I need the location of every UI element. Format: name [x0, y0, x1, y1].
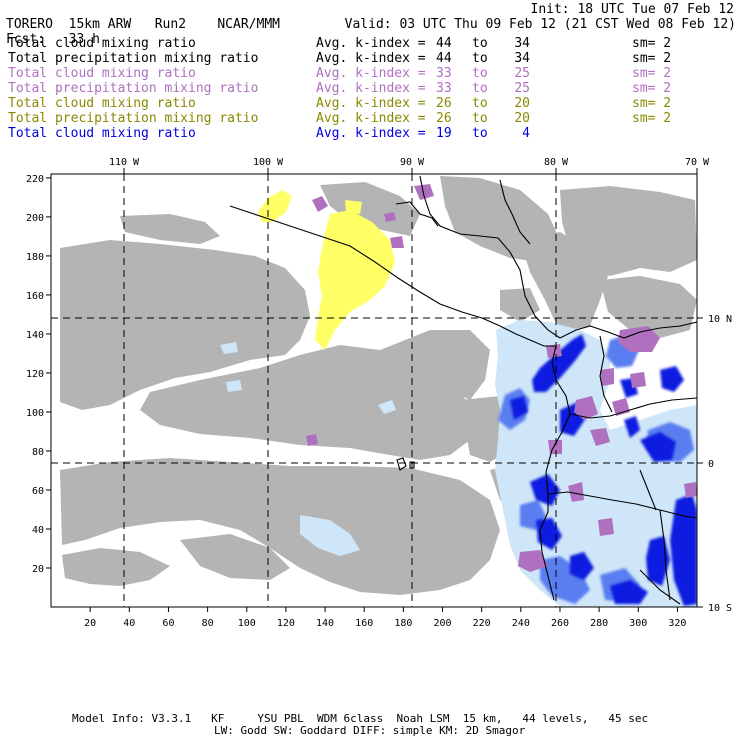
tick-marks: [46, 168, 703, 612]
legend-kindex-to: 4: [522, 126, 530, 141]
y-tick-label: 40: [32, 525, 44, 536]
run-label: Run2: [154, 17, 187, 32]
legend-smoothing: sm= 2: [632, 96, 672, 111]
model-resolution: 15km ARW: [68, 17, 132, 32]
valid-time: Valid: 03 UTC Thu 09 Feb 12 (21 CST Wed …: [344, 17, 736, 32]
legend-kindex-from: 26: [436, 111, 452, 126]
x-tick-label: 100: [238, 618, 256, 629]
x-tick-label: 20: [84, 618, 96, 629]
gray-cloud-layer: [60, 176, 697, 595]
x-tick-label: 40: [123, 618, 135, 629]
lat-tick-label: 10 N: [708, 314, 732, 325]
legend-kindex-to: 25: [514, 66, 530, 81]
legend-field: Total cloud mixing ratio: [8, 96, 196, 111]
legend-kindex-label: Avg. k-index =: [316, 126, 426, 141]
x-tick-label: 120: [277, 618, 295, 629]
tick-labels: 20 40 60 80 100 120 140 160 180 200 220 240 260 280 30…: [26, 157, 732, 629]
legend-kindex-label: Avg. k-index =: [316, 66, 426, 81]
x-tick-label: 80: [202, 618, 214, 629]
fcst-label: Fcst:: [6, 32, 46, 47]
y-tick-label: 220: [26, 174, 44, 185]
legend-kindex-label: Avg. k-index =: [316, 111, 426, 126]
x-tick-label: 260: [551, 618, 569, 629]
legend-field: Total precipitation mixing ratio: [8, 111, 259, 126]
x-tick-label: 180: [394, 618, 412, 629]
y-tick-label: 100: [26, 408, 44, 419]
plot-frame: [50, 173, 698, 608]
x-tick-label: 220: [473, 618, 491, 629]
legend-field: Total cloud mixing ratio: [8, 36, 196, 51]
header-model: TORERO 15km ARW Run2 NCAR/MMM: [6, 2, 280, 32]
init-time: Init: 18 UTC Tue 07 Feb 12: [530, 2, 735, 17]
legend-field: Total precipitation mixing ratio: [8, 81, 259, 96]
legend-kindex-from: 44: [436, 51, 452, 66]
lat-tick-label: 10 S: [708, 603, 732, 614]
lat-lon-grid: [51, 174, 697, 607]
y-tick-label: 200: [26, 213, 44, 224]
legend-kindex-from: 26: [436, 96, 452, 111]
forecast-hour: Fcst: 33 h: [6, 17, 100, 47]
y-tick-label: 80: [32, 447, 44, 458]
legend-kindex-from: 33: [436, 66, 452, 81]
lon-tick-label: 70 W: [685, 157, 710, 168]
plot-area: [51, 174, 697, 607]
y-tick-label: 160: [26, 291, 44, 302]
lat-tick-label: 0: [708, 459, 714, 470]
y-tick-label: 60: [32, 486, 44, 497]
coastlines: [229, 175, 697, 605]
fcst-value: 33 h: [68, 32, 100, 47]
legend-to-word: to: [472, 66, 488, 81]
lon-tick-label: 90 W: [400, 157, 425, 168]
lon-tick-label: 100 W: [253, 157, 284, 168]
footer-model-info: Model Info: V3.3.1 KF YSU PBL WDM 6class…: [72, 712, 649, 725]
legend-smoothing: sm= 2: [632, 51, 672, 66]
legend-smoothing: sm= 2: [632, 111, 672, 126]
legend-kindex-to: 25: [514, 81, 530, 96]
legend-to-word: to: [472, 126, 488, 141]
legend-field: Total cloud mixing ratio: [8, 66, 196, 81]
legend-field: Total cloud mixing ratio: [8, 126, 196, 141]
legend-smoothing: sm= 2: [632, 36, 672, 51]
lon-tick-label: 110 W: [109, 157, 140, 168]
legend-kindex-from: 19: [436, 126, 452, 141]
legend-smoothing: sm= 2: [632, 81, 672, 96]
org-label: NCAR/MMM: [217, 17, 280, 32]
x-tick-label: 300: [629, 618, 647, 629]
legend-kindex-label: Avg. k-index =: [316, 51, 426, 66]
x-tick-label: 160: [355, 618, 373, 629]
legend-to-word: to: [472, 36, 488, 51]
legend-kindex-label: Avg. k-index =: [316, 36, 426, 51]
y-tick-label: 180: [26, 252, 44, 263]
x-tick-label: 60: [162, 618, 174, 629]
legend-kindex-label: Avg. k-index =: [316, 81, 426, 96]
x-tick-label: 320: [668, 618, 686, 629]
lon-tick-label: 80 W: [544, 157, 569, 168]
x-tick-label: 140: [316, 618, 334, 629]
y-tick-label: 140: [26, 330, 44, 341]
legend-kindex-to: 34: [514, 36, 530, 51]
legend-field: Total precipitation mixing ratio: [8, 51, 259, 66]
purple-layer: [306, 184, 697, 572]
x-tick-label: 200: [433, 618, 451, 629]
footer-physics: LW: Godd SW: Goddard DIFF: simple KM: 2D…: [214, 724, 526, 737]
legend-kindex-to: 20: [514, 96, 530, 111]
legend-kindex-to: 20: [514, 111, 530, 126]
x-tick-label: 240: [512, 618, 530, 629]
legend-to-word: to: [472, 81, 488, 96]
y-tick-label: 120: [26, 369, 44, 380]
legend-kindex-from: 33: [436, 81, 452, 96]
model-name: TORERO: [6, 17, 53, 32]
legend-kindex-label: Avg. k-index =: [316, 96, 426, 111]
legend-kindex-from: 44: [436, 36, 452, 51]
legend-to-word: to: [472, 51, 488, 66]
x-tick-label: 280: [590, 618, 608, 629]
legend-smoothing: sm= 2: [632, 66, 672, 81]
legend-to-word: to: [472, 111, 488, 126]
legend-to-word: to: [472, 96, 488, 111]
y-tick-label: 20: [32, 564, 44, 575]
dark-blue-layer: [510, 334, 697, 606]
legend-kindex-to: 34: [514, 51, 530, 66]
